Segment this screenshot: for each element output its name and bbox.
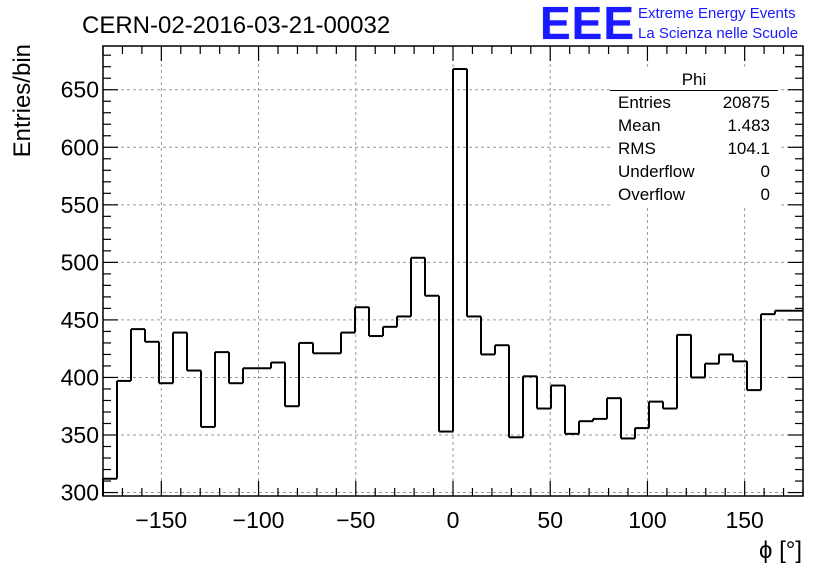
stats-label: Overflow [618,185,686,204]
stats-row-mean: Mean 1.483 [618,116,770,138]
stats-value: 0 [760,185,770,204]
y-axis-ticks: 300 350 400 450 500 550 600 650 [61,54,803,506]
y-tick-label: 500 [61,249,99,275]
logo-tagline-1: Extreme Energy Events [638,5,796,22]
x-tick-label: 0 [447,507,460,533]
eee-logo: EEE Extreme Energy Events La Scienza nel… [540,0,830,49]
chart-title: CERN-02-2016-03-21-00032 [82,12,390,39]
x-tick-label: 150 [725,507,763,533]
y-tick-label: 350 [61,422,99,448]
x-axis-ticks: −150 −100 −50 0 50 100 150 [102,46,804,533]
stats-divider [610,90,778,91]
stats-value: 1.483 [727,116,770,135]
stats-row-underflow: Underflow 0 [618,162,770,184]
logo-tagline-2: La Scienza nelle Scuole [638,25,799,42]
stats-value: 0 [760,162,770,181]
histogram-series [102,68,803,496]
y-axis-label: Entries/bin [9,44,36,157]
stats-value: 104.1 [727,139,770,158]
y-tick-label: 400 [61,364,99,390]
y-tick-label: 550 [61,192,99,218]
stats-label: Underflow [618,162,695,181]
x-tick-label: 50 [537,507,563,533]
x-tick-label: −150 [135,507,187,533]
x-tick-label: 100 [628,507,666,533]
stats-title: Phi [681,70,707,89]
stats-label: Mean [618,116,661,135]
y-tick-label: 600 [61,134,99,160]
y-tick-label: 650 [61,77,99,103]
stats-value: 20875 [722,93,770,112]
x-axis-label: ϕ [°] [759,537,802,564]
x-tick-label: −100 [233,507,285,533]
eee-logo-mark: EEE [540,0,636,49]
stats-row-overflow: Overflow 0 [618,185,770,207]
stats-row-entries: Entries 20875 [618,93,770,115]
y-tick-label: 450 [61,307,99,333]
stats-row-rms: RMS 104.1 [618,139,770,161]
y-tick-label: 300 [61,480,99,506]
stats-box: Phi Entries 20875 Mean 1.483 RMS 104.1 U… [610,70,778,208]
x-tick-label: −50 [336,507,375,533]
stats-label: RMS [618,139,656,158]
stats-label: Entries [618,93,671,112]
